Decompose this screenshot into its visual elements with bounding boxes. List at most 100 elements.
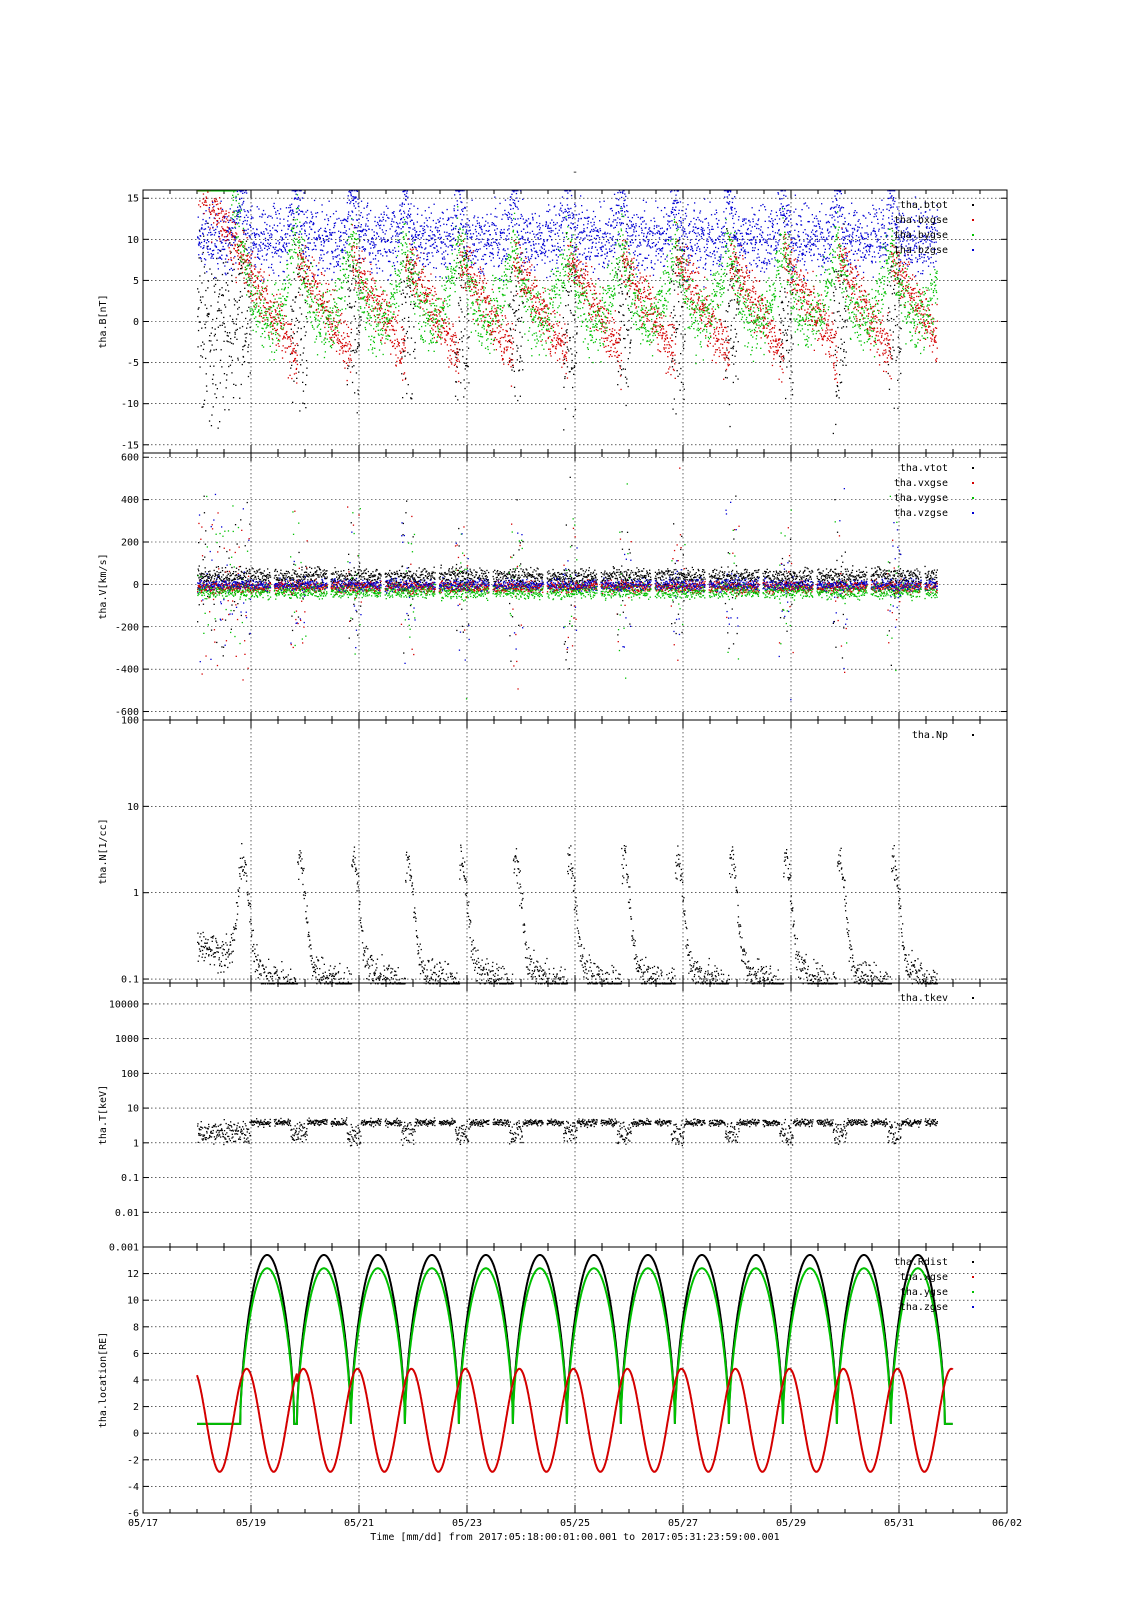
data-point [382,231,384,233]
data-point [300,327,302,330]
data-point [262,233,264,235]
data-point [231,221,233,223]
data-point [270,306,273,309]
data-point [203,403,205,405]
data-point [269,230,271,232]
data-point [489,244,492,246]
data-point [467,313,470,315]
data-point [413,267,415,269]
data-point [351,211,354,213]
data-point [318,320,321,322]
data-point [256,320,258,322]
data-point [438,220,441,222]
data-point [226,340,228,342]
data-point [284,332,286,335]
data-point [212,318,214,321]
data-point [315,280,317,282]
data-point [293,360,295,362]
data-point [319,303,322,306]
data-point [352,199,354,201]
data-point [356,351,358,353]
data-point [285,315,287,317]
data-point [424,229,426,231]
data-point [222,295,224,297]
data-point [215,245,217,248]
data-point [365,299,367,301]
data-point [497,307,499,309]
data-point [274,309,276,311]
data-point [457,351,459,354]
data-point [248,344,250,346]
data-point [197,237,199,239]
data-point [475,319,477,321]
data-point [385,335,387,337]
data-point [473,285,476,287]
data-point [315,314,317,316]
data-point [229,250,231,252]
data-point [399,232,401,234]
data-point [427,226,429,228]
data-point [374,285,377,287]
data-point [397,274,399,276]
data-point [506,255,508,257]
data-point [241,261,243,263]
data-point [231,227,233,229]
data-point [301,225,303,227]
data-point [423,310,425,312]
data-point [509,341,512,343]
data-point [198,204,200,206]
data-point [347,256,350,259]
data-point [231,231,233,234]
data-point [384,321,386,324]
data-point [224,216,226,218]
data-point [289,235,291,237]
data-point [481,238,483,240]
data-point [460,267,462,269]
data-point [252,242,254,244]
data-point [360,224,362,226]
data-point [508,334,510,337]
data-point [391,241,393,243]
data-point [236,338,238,340]
data-point [345,230,347,232]
data-point [467,304,469,306]
data-point [288,282,290,284]
data-point [464,207,467,209]
data-point [291,351,293,353]
data-point [421,325,423,328]
data-point [461,337,463,339]
data-point [480,272,482,274]
data-point [356,270,358,272]
data-point [254,293,256,295]
data-point [252,217,254,219]
data-point [507,248,509,250]
data-point [334,250,336,252]
data-point [435,222,437,224]
data-point [417,274,420,276]
data-point [369,273,372,275]
data-point [323,339,325,341]
data-point [324,326,326,329]
data-point [203,399,206,401]
data-point [500,236,502,239]
data-point [497,251,499,253]
data-point [384,250,386,253]
data-point [476,238,478,240]
data-point [236,233,238,235]
data-point [263,317,265,319]
data-point [234,333,236,335]
data-point [442,241,445,243]
data-point [468,230,470,232]
data-point [450,282,452,284]
data-point [260,279,263,281]
data-point [204,228,207,230]
data-point [452,233,454,235]
data-point [459,197,461,199]
data-point [294,344,296,347]
data-point [402,292,405,294]
data-point [284,323,286,325]
data-point [344,273,346,275]
data-point [248,246,250,249]
data-point [488,325,491,327]
data-point [295,267,298,269]
